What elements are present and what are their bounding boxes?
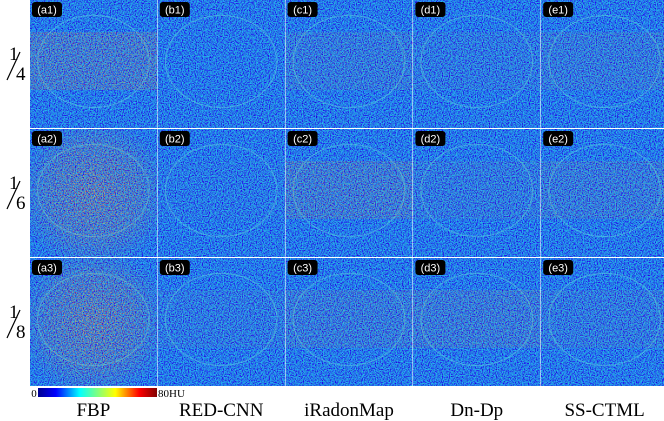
panel-highlight (286, 32, 413, 90)
panel: (d2) (413, 129, 540, 257)
column-label: Dn-Dp (450, 400, 503, 421)
panel-label: (e1) (548, 5, 568, 17)
panel-highlight-noise (413, 161, 540, 219)
panel-label: (a2) (37, 134, 57, 146)
panel-highlight-noise (30, 129, 157, 257)
row-fraction-numerator: 1 (9, 44, 19, 65)
panel-label: (d3) (421, 263, 441, 275)
panel: (c3) (286, 258, 413, 386)
colorbar (38, 388, 157, 397)
row-fraction-numerator: 1 (9, 173, 19, 194)
panel-highlight (286, 290, 413, 348)
panel: (e2) (541, 129, 664, 257)
panel-label: (a3) (37, 263, 57, 275)
panel-label: (d1) (421, 5, 441, 17)
panel-label: (c3) (293, 263, 312, 275)
panel-label: (b3) (165, 263, 185, 275)
panel-highlight-noise (286, 290, 413, 348)
panel-highlight (30, 258, 157, 386)
panel-highlight (30, 32, 157, 90)
panel: (e1) (541, 0, 664, 128)
row-fraction-denominator: 6 (16, 193, 26, 214)
panel-label: (c1) (293, 5, 312, 17)
panel: (d3) (413, 258, 540, 386)
panel-label: (e3) (548, 263, 568, 275)
panel-highlight-noise (286, 32, 413, 90)
panel-highlight (413, 161, 540, 219)
row-fraction-denominator: 8 (16, 322, 26, 343)
panel-label: (d2) (421, 134, 441, 146)
panel-grid: (a1) (b1) (c1) (d1) (e1) (a2) (b2) (c2) (d2) (e2)… (30, 0, 664, 386)
panel: (e3) (541, 258, 664, 386)
panel: (a3) (30, 258, 157, 386)
panel-highlight (286, 161, 413, 219)
panel: (d1) (413, 0, 540, 128)
panel-highlight-noise (541, 161, 664, 219)
panel-label: (a1) (37, 5, 57, 17)
row-fraction-numerator: 1 (9, 302, 19, 323)
panel-label: (c2) (293, 134, 312, 146)
panel-highlight-noise (541, 290, 664, 348)
panel-highlight-noise (541, 32, 664, 90)
panel: (b1) (158, 0, 285, 128)
panel-highlight-noise (30, 258, 157, 386)
panel: (b2) (158, 129, 285, 257)
panel-highlight-noise (158, 290, 285, 348)
column-label: FBP (76, 400, 110, 421)
column-label: iRadonMap (304, 400, 394, 421)
panel-label: (b2) (165, 134, 185, 146)
panel-highlight-noise (413, 32, 540, 90)
panel: (c2) (286, 129, 413, 257)
panel-highlight-noise (30, 32, 157, 90)
column-label: RED-CNN (179, 400, 264, 421)
panel-noise (158, 0, 285, 128)
panel: (a1) (30, 0, 157, 128)
panel-highlight-noise (158, 161, 285, 219)
panel-highlight (541, 290, 664, 348)
panel-label: (e2) (548, 134, 568, 146)
colorbar-max: 80HU (158, 388, 185, 400)
panel: (b3) (158, 258, 285, 386)
panel: (a2) (30, 129, 157, 257)
panel-highlight (413, 290, 540, 348)
panel-highlight-noise (413, 290, 540, 348)
panel-highlight (413, 32, 540, 90)
column-label: SS-CTML (564, 400, 644, 421)
panel-highlight (541, 32, 664, 90)
figure: (a1) (b1) (c1) (d1) (e1) (a2) (b2) (c2) (d2) (e2)… (0, 0, 664, 421)
panel-highlight-noise (286, 161, 413, 219)
panel-highlight (30, 129, 157, 257)
colorbar-min: 0 (31, 388, 37, 400)
panel-highlight (158, 161, 285, 219)
panel-highlight (158, 290, 285, 348)
panel-label: (b1) (165, 5, 185, 17)
panel: (c1) (286, 0, 413, 128)
row-fraction-denominator: 4 (16, 64, 26, 85)
panel-highlight (541, 161, 664, 219)
